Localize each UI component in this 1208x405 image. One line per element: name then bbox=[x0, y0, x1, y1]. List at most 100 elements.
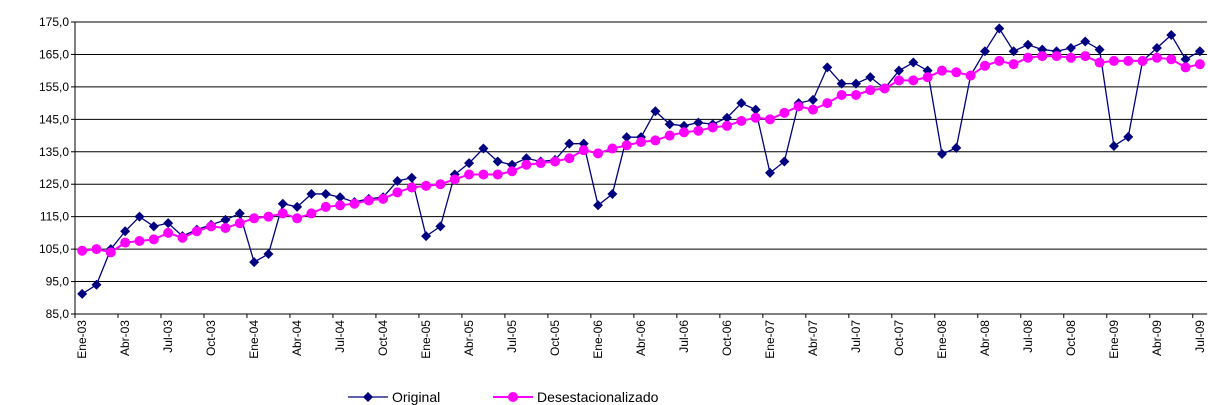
x-tick-label: Abr-06 bbox=[634, 320, 648, 356]
data-point bbox=[736, 98, 747, 109]
data-point bbox=[865, 85, 876, 96]
data-point bbox=[492, 169, 503, 180]
data-point bbox=[464, 158, 475, 169]
data-point bbox=[335, 200, 346, 211]
data-point bbox=[979, 60, 990, 71]
data-point bbox=[822, 98, 833, 109]
series-line bbox=[81, 27, 1201, 295]
data-point bbox=[320, 201, 331, 212]
data-point bbox=[1022, 39, 1033, 50]
data-point bbox=[263, 211, 274, 222]
data-point bbox=[1108, 140, 1119, 151]
data-point bbox=[807, 104, 818, 115]
data-point bbox=[163, 218, 174, 229]
data-point bbox=[979, 46, 990, 57]
data-point bbox=[1180, 54, 1191, 65]
data-point bbox=[1123, 55, 1134, 66]
data-point bbox=[521, 159, 532, 170]
data-point bbox=[865, 72, 876, 83]
x-tick-label: Oct-08 bbox=[1064, 320, 1078, 356]
data-point bbox=[679, 127, 690, 138]
data-point bbox=[421, 180, 432, 191]
data-point bbox=[292, 201, 303, 212]
x-tick-label: Abr-04 bbox=[290, 320, 304, 356]
data-point bbox=[793, 101, 804, 112]
data-point bbox=[120, 226, 131, 237]
data-point bbox=[607, 143, 618, 154]
data-point bbox=[392, 175, 403, 186]
x-tick-label: Oct-06 bbox=[720, 320, 734, 356]
x-tick-label: Abr-07 bbox=[806, 320, 820, 356]
x-tick-label: Ene-06 bbox=[591, 320, 605, 359]
data-point bbox=[1166, 54, 1177, 65]
data-point bbox=[693, 117, 704, 128]
data-point bbox=[1094, 44, 1105, 55]
x-tick-label: Jul-09 bbox=[1193, 320, 1207, 353]
data-point bbox=[936, 149, 947, 160]
data-point bbox=[836, 90, 847, 100]
legend-marker bbox=[363, 392, 373, 402]
data-point bbox=[306, 208, 317, 219]
x-tick-label: Abr-08 bbox=[978, 320, 992, 356]
data-point bbox=[435, 179, 446, 190]
x-tick-label: Abr-09 bbox=[1150, 320, 1164, 356]
data-point bbox=[77, 288, 88, 299]
x-tick-label: Ene-04 bbox=[247, 320, 261, 359]
data-point bbox=[478, 169, 489, 180]
data-point bbox=[965, 70, 976, 81]
data-point bbox=[1080, 36, 1091, 47]
y-tick-label: 145,0 bbox=[39, 112, 69, 126]
data-point bbox=[234, 208, 245, 219]
data-point bbox=[91, 279, 102, 290]
data-point bbox=[850, 90, 861, 100]
data-point bbox=[77, 245, 88, 256]
data-point bbox=[148, 221, 159, 232]
y-tick-label: 125,0 bbox=[39, 177, 69, 191]
data-point bbox=[507, 166, 518, 177]
data-point bbox=[335, 192, 346, 203]
data-point bbox=[636, 137, 647, 148]
data-point bbox=[392, 187, 403, 198]
data-point bbox=[664, 130, 675, 141]
data-point bbox=[893, 65, 904, 76]
x-tick-label: Jul-06 bbox=[677, 320, 691, 353]
data-point bbox=[421, 231, 432, 242]
x-tick-label: Oct-03 bbox=[204, 320, 218, 356]
data-point bbox=[750, 112, 761, 123]
data-point bbox=[1065, 52, 1076, 63]
data-point bbox=[550, 156, 561, 167]
data-point bbox=[1108, 55, 1119, 66]
data-point bbox=[249, 213, 260, 224]
data-point bbox=[134, 211, 145, 222]
data-point bbox=[908, 57, 919, 68]
data-point bbox=[363, 195, 374, 206]
data-point bbox=[750, 104, 761, 115]
legend-marker bbox=[508, 392, 518, 402]
data-point bbox=[134, 236, 145, 246]
data-point bbox=[564, 153, 575, 164]
data-point bbox=[922, 72, 933, 83]
data-point bbox=[607, 188, 618, 199]
data-point bbox=[492, 156, 503, 167]
data-point bbox=[593, 148, 604, 159]
data-point bbox=[564, 138, 575, 149]
data-point bbox=[406, 172, 417, 183]
data-point bbox=[707, 122, 718, 133]
data-point bbox=[120, 237, 131, 248]
data-point bbox=[893, 75, 904, 86]
x-tick-label: Jul-08 bbox=[1021, 320, 1035, 353]
y-tick-label: 105,0 bbox=[39, 242, 69, 256]
x-tick-label: Jul-04 bbox=[333, 320, 347, 353]
x-tick-label: Jul-07 bbox=[849, 320, 863, 353]
data-point bbox=[220, 223, 231, 234]
series-line bbox=[82, 55, 1201, 254]
data-point bbox=[263, 248, 274, 259]
data-point bbox=[593, 200, 604, 211]
data-point bbox=[736, 115, 747, 126]
y-tick-label: 175,0 bbox=[39, 15, 69, 29]
x-tick-label: Ene-07 bbox=[763, 320, 777, 359]
data-point bbox=[621, 132, 632, 143]
data-point bbox=[191, 226, 202, 237]
data-point bbox=[936, 65, 947, 76]
